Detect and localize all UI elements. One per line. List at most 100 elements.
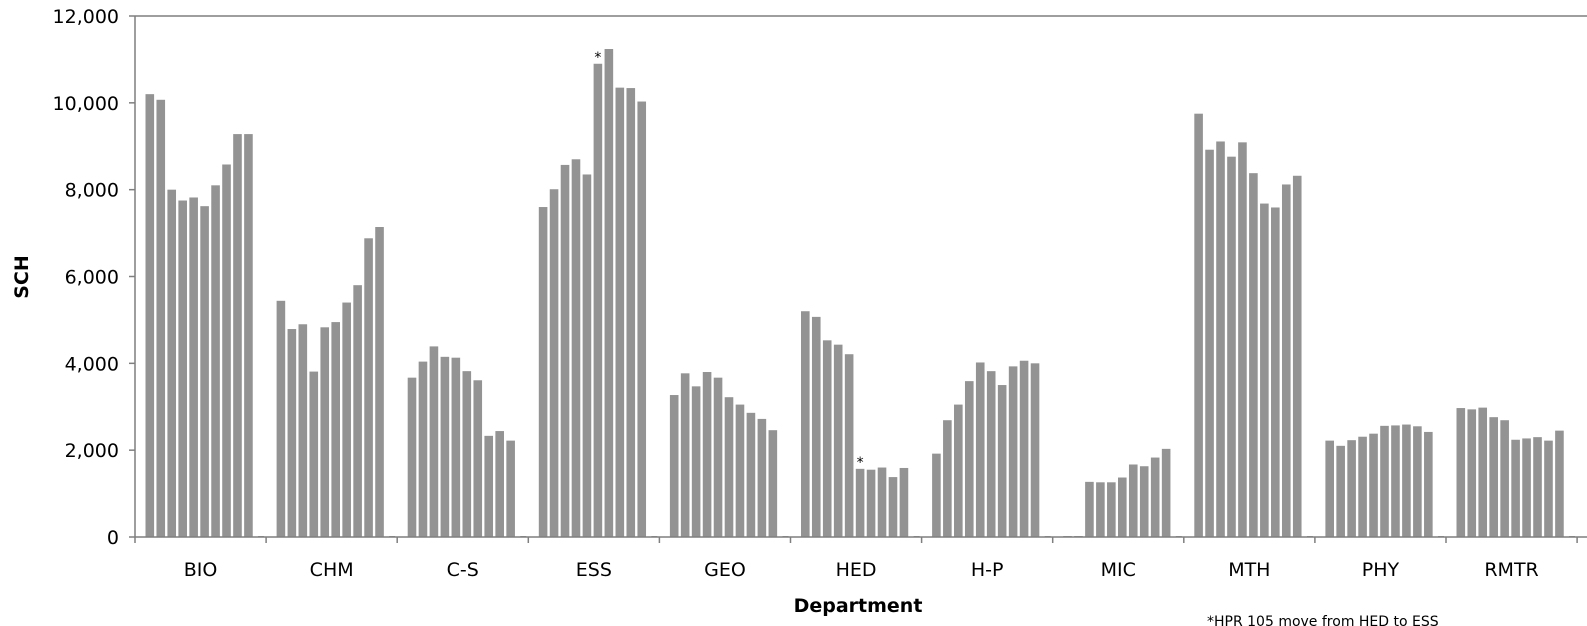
bar-rmtr-2 xyxy=(1467,409,1477,537)
x-axis-title: Department xyxy=(794,595,923,617)
bar-mic-10 xyxy=(1161,448,1171,537)
bar-bio-8 xyxy=(222,164,231,538)
bar-bio-6 xyxy=(200,206,209,538)
x-tick-label: MTH xyxy=(1228,559,1270,581)
bar-chm-6 xyxy=(331,322,340,537)
labels-layer: * * 0 2,000 4,000 6,000 8,000 10,000 12,000 BIO CH… xyxy=(53,6,1539,581)
bar-mic-6 xyxy=(1118,477,1127,537)
bar-phy-1 xyxy=(1325,440,1334,537)
bar-h-p-7 xyxy=(997,385,1007,537)
bar-ess-9 xyxy=(626,88,636,537)
bar-c-s-9 xyxy=(495,431,504,537)
bar-c-s-2 xyxy=(418,361,428,537)
bar-c-s-8 xyxy=(484,435,494,537)
bar-mic-5 xyxy=(1107,482,1116,537)
bar-geo-2 xyxy=(680,373,690,537)
bar-h-p-10 xyxy=(1030,363,1040,537)
bar-hed-7 xyxy=(866,469,876,537)
bar-c-s-10 xyxy=(506,440,515,537)
bar-ess-10 xyxy=(637,101,647,537)
bar-c-s-3 xyxy=(429,346,439,537)
bar-hed-10 xyxy=(899,467,909,537)
y-tick-label: 10,000 xyxy=(53,93,119,115)
bar-c-s-1 xyxy=(407,377,417,537)
bar-geo-3 xyxy=(691,386,701,537)
y-tick-label: 6,000 xyxy=(65,267,119,289)
bar-c-s-6 xyxy=(462,371,472,537)
bar-chm-1 xyxy=(276,300,286,537)
x-tick-label: ESS xyxy=(576,559,612,581)
bar-c-s-7 xyxy=(473,380,483,537)
bar-chm-4 xyxy=(309,371,319,537)
bar-ess-3 xyxy=(560,164,570,538)
bar-phy-10 xyxy=(1424,431,1433,537)
bar-hed-4 xyxy=(833,344,843,537)
bar-mic-3 xyxy=(1085,481,1094,537)
bar-geo-8 xyxy=(746,412,756,537)
x-tick-label: BIO xyxy=(184,559,218,581)
bar-geo-4 xyxy=(702,372,712,537)
bar-ess-5 xyxy=(582,174,592,537)
bar-mth-8 xyxy=(1271,207,1280,537)
bar-geo-7 xyxy=(735,404,745,537)
asterisk-marker: * xyxy=(857,455,864,471)
bar-hed-3 xyxy=(822,340,832,537)
x-tick-label: MIC xyxy=(1101,559,1136,581)
bar-c-s-5 xyxy=(451,357,461,537)
bar-chm-2 xyxy=(287,329,297,537)
bar-mth-7 xyxy=(1260,203,1269,537)
bar-mic-9 xyxy=(1150,457,1160,537)
bar-mth-3 xyxy=(1216,141,1225,537)
bar-h-p-6 xyxy=(986,371,996,537)
bar-phy-3 xyxy=(1347,440,1356,537)
bar-ess-7 xyxy=(604,49,614,537)
bar-bio-10 xyxy=(244,134,253,537)
bar-chm-9 xyxy=(364,238,373,538)
bar-chm-8 xyxy=(353,285,362,537)
bar-bio-3 xyxy=(167,189,177,538)
bar-ess-4 xyxy=(571,159,581,537)
bar-chm-7 xyxy=(342,302,351,537)
bar-rmtr-4 xyxy=(1489,417,1498,537)
x-tick-label: C-S xyxy=(447,559,479,581)
bar-chm-10 xyxy=(375,227,384,537)
y-tick-label: 4,000 xyxy=(65,353,119,375)
x-tick-label: PHY xyxy=(1362,559,1400,581)
bar-rmtr-5 xyxy=(1500,420,1509,537)
axes-layer xyxy=(129,15,1587,543)
bar-rmtr-1 xyxy=(1456,408,1466,537)
bar-hed-2 xyxy=(811,316,821,537)
bar-mic-7 xyxy=(1128,464,1138,537)
bar-geo-5 xyxy=(713,377,723,537)
bar-mth-4 xyxy=(1227,156,1236,538)
bar-mic-8 xyxy=(1139,466,1149,537)
bar-hed-1 xyxy=(801,311,810,537)
bar-phy-9 xyxy=(1413,426,1422,537)
bar-chm-5 xyxy=(320,327,330,537)
bar-ess-1 xyxy=(538,207,548,537)
y-tick-label: 0 xyxy=(107,527,119,549)
bar-phy-5 xyxy=(1369,433,1378,537)
bar-phy-4 xyxy=(1358,436,1367,537)
bar-bio-4 xyxy=(178,200,187,537)
bar-hed-6 xyxy=(855,468,865,537)
x-tick-label: HED xyxy=(836,559,877,581)
bar-mth-1 xyxy=(1194,113,1203,537)
bar-bio-1 xyxy=(145,94,155,538)
bar-h-p-1 xyxy=(932,453,941,537)
bar-phy-8 xyxy=(1402,424,1411,537)
bar-geo-1 xyxy=(669,395,679,537)
bar-phy-2 xyxy=(1336,445,1345,537)
bar-bio-2 xyxy=(156,99,166,537)
y-tick-label: 8,000 xyxy=(65,180,119,202)
y-tick-label: 2,000 xyxy=(65,440,119,462)
bar-phy-6 xyxy=(1380,425,1389,537)
bar-rmtr-8 xyxy=(1533,437,1542,537)
bar-rmtr-7 xyxy=(1522,438,1531,537)
bar-hed-9 xyxy=(888,477,898,537)
bar-h-p-5 xyxy=(975,362,985,537)
bar-mic-4 xyxy=(1096,482,1105,537)
bar-h-p-2 xyxy=(943,420,952,537)
bar-hed-5 xyxy=(844,354,854,537)
